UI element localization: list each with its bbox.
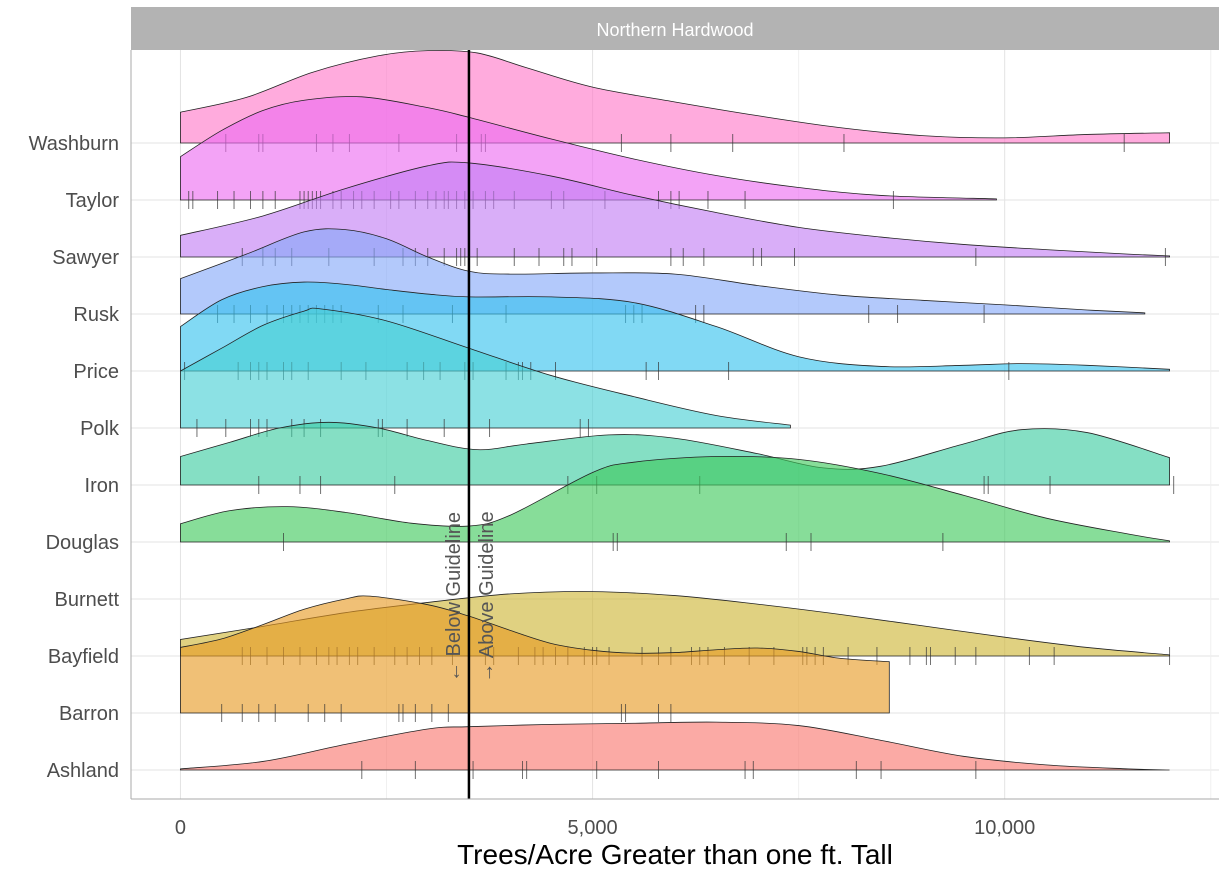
below-guideline-label: ← Below Guideline — [443, 512, 465, 682]
y-tick-label: Polk — [80, 418, 120, 440]
ridge-iron — [180, 421, 1175, 494]
y-tick-label: Ashland — [47, 760, 119, 782]
ridge-ashland — [180, 721, 1170, 779]
density-rusk — [180, 228, 1146, 315]
y-tick-label: Washburn — [29, 133, 119, 155]
y-tick-label: Burnett — [55, 589, 120, 611]
facet-strip-background — [131, 7, 1219, 50]
density-taylor — [180, 96, 997, 201]
above-guideline-label: → Above Guideline — [476, 511, 498, 682]
ridges — [180, 50, 1175, 779]
x-tick-label: 0 — [175, 817, 186, 839]
density-polk — [180, 307, 791, 429]
y-tick-label: Rusk — [73, 304, 120, 326]
density-barron — [180, 595, 890, 714]
density-iron — [180, 421, 1170, 486]
facet-strip: Northern Hardwood — [131, 7, 1219, 50]
y-tick-label: Sawyer — [52, 247, 119, 269]
density-ashland — [180, 721, 1170, 771]
density-douglas — [180, 455, 1170, 543]
y-tick-label: Barron — [59, 703, 119, 725]
x-tick-label: 10,000 — [974, 817, 1035, 839]
x-tick-label: 5,000 — [568, 817, 618, 839]
y-tick-label: Douglas — [46, 532, 119, 554]
y-tick-label: Price — [73, 361, 119, 383]
y-tick-label: Taylor — [66, 190, 120, 212]
y-tick-label: Iron — [85, 475, 119, 497]
ridge-douglas — [180, 455, 1170, 551]
guideline: ← Below Guideline → Above Guideline — [443, 50, 498, 799]
y-tick-label: Bayfield — [48, 646, 119, 668]
x-axis-title: Trees/Acre Greater than one ft. Tall — [457, 839, 893, 869]
ridge-barron — [180, 595, 890, 722]
axes — [130, 50, 1219, 800]
density-sawyer — [180, 161, 1170, 258]
category-labels: Ashland Barron Bayfield Burnett Douglas Iron P… — [29, 133, 120, 782]
facet-label: Northern Hardwood — [596, 20, 753, 40]
x-tick-labels: 0 5,000 10,000 — [175, 817, 1035, 839]
